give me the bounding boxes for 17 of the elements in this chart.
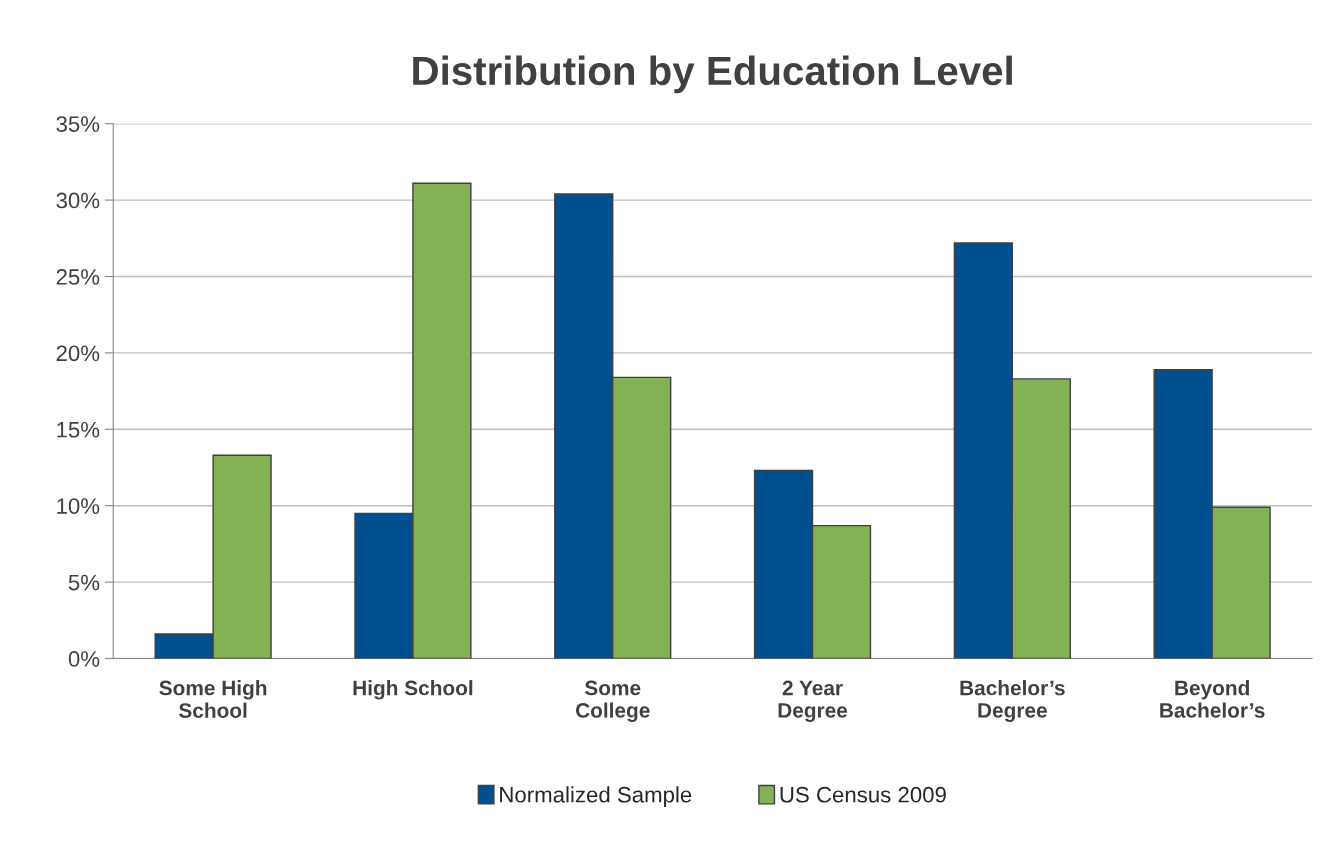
y-tick-label: 5% [68,574,100,591]
x-tick-label: Beyond Bachelor’s [1160,680,1265,718]
x-tick-label: High School [353,680,473,700]
x-tick-label: Some High School [159,680,267,718]
chart-title: Distribution by Education Level [413,55,1012,94]
legend-label: Normalized Sample [500,786,692,807]
x-tick-label: Bachelor’s Degree [960,680,1065,722]
y-tick-label: 10% [57,498,100,514]
x-tick-label: Some College [575,680,650,722]
y-tick-label: 25% [56,269,100,285]
y-tick-label: 20% [56,345,100,362]
y-tick-label: 0% [68,651,100,667]
y-tick-label: 35% [56,116,100,132]
x-tick-label: 2 Year Degree [778,680,848,722]
legend-label: US Census 2009 [780,786,946,803]
y-tick-label: 15% [57,421,100,438]
y-tick-label: 30% [56,192,100,209]
